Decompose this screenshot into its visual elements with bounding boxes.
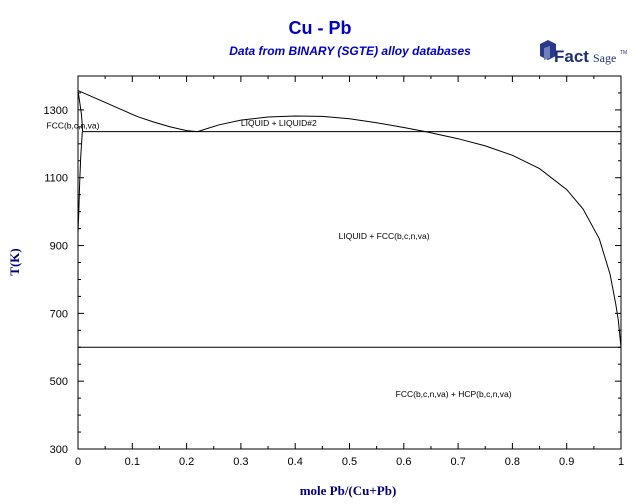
x-tick-label: 0.7 [450,456,465,468]
y-tick-label: 500 [50,376,68,388]
x-axis-label: mole Pb/(Cu+Pb) [300,483,397,498]
y-tick-label: 1100 [44,173,68,185]
x-tick-label: 0.8 [505,456,520,468]
y-tick-label: 300 [50,444,68,456]
region-labels: FCC(b,c,n,va) LIQUID + LIQUID#2 LIQUID + F… [47,118,512,399]
x-tick-label: 1 [618,456,624,468]
chart-title: Cu - Pb [288,18,352,38]
y-tick-label: 900 [50,241,68,253]
factsage-logo: Fact Sage TM [540,40,627,66]
svg-text:Sage: Sage [593,51,616,65]
phase-boundary-line [77,90,84,132]
phase-region-label: FCC(b,c,n,va) + HCP(b,c,n,va) [396,389,512,399]
y-tick-label: 700 [50,308,68,320]
x-tick-label: 0.3 [233,456,248,468]
x-tick-label: 0.9 [559,456,574,468]
phase-boundaries [77,90,622,348]
tick-labels: 0 0.1 0.2 0.3 0.4 0.5 0.6 0.7 0.8 0.9 130050070090… [44,105,625,468]
x-tick-label: 0 [75,456,81,468]
svg-text:Fact: Fact [554,47,589,66]
phase-boundary-line [425,131,622,348]
x-tick-label: 0.2 [179,456,194,468]
x-tick-label: 0.4 [288,456,303,468]
phase-boundary-line [77,131,83,234]
y-axis-label: T(K) [7,248,22,275]
x-tick-label: 0.5 [342,456,357,468]
svg-text:TM: TM [620,50,627,56]
y-tick-label: 1300 [44,105,68,117]
chart-subtitle: Data from BINARY (SGTE) alloy databases [229,44,471,58]
phase-boundary-line [77,90,198,133]
phase-region-label: LIQUID + LIQUID#2 [241,118,317,128]
phase-boundary-line [197,115,426,133]
phase-region-label: FCC(b,c,n,va) [47,121,100,131]
phase-region-label: LIQUID + FCC(b,c,n,va) [339,231,430,241]
x-tick-label: 0.1 [125,456,140,468]
axis-ticks [77,75,622,450]
x-tick-label: 0.6 [396,456,411,468]
